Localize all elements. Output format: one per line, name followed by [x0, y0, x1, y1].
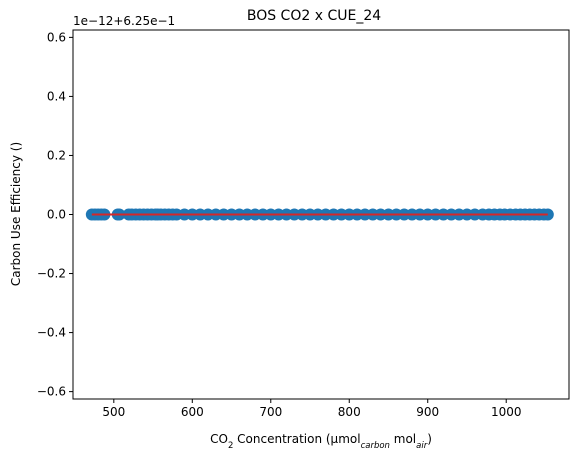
y-tick-label: −0.4: [37, 326, 66, 340]
x-tick-label: 500: [102, 405, 125, 419]
y-tick-label: −0.2: [37, 267, 66, 281]
xlabel-prefix: CO: [210, 432, 228, 446]
y-axis-label: Carbon Use Efficiency (): [9, 142, 23, 286]
chart-title: BOS CO2 x CUE_24: [247, 8, 381, 24]
y-axis: −0.6 −0.4 −0.2 0.0 0.2 0.4 0.6: [37, 30, 73, 399]
x-axis-label: CO2 Concentration (µmolcarbon molair): [210, 432, 432, 451]
xlabel-sub1: 2: [228, 441, 233, 451]
xlabel-suffix: ): [427, 432, 432, 446]
x-tick-label: 600: [181, 405, 204, 419]
xlabel-sub3: air: [416, 441, 428, 451]
y-tick-label: −0.6: [37, 385, 66, 399]
y-offset-text: 1e−12+6.25e−1: [73, 14, 175, 28]
x-tick-label: 700: [259, 405, 282, 419]
xlabel-middle: Concentration (µmol: [233, 432, 360, 446]
y-tick-label: 0.4: [47, 89, 66, 103]
x-tick-label: 900: [416, 405, 439, 419]
xlabel-sub2: carbon: [361, 441, 390, 451]
x-tick-label: 1000: [491, 405, 522, 419]
y-tick-label: 0.0: [47, 208, 66, 222]
xlabel-middle2: mol: [390, 432, 416, 446]
x-axis: 500 600 700 800 900 1000: [102, 399, 521, 419]
plot-area: [85, 208, 554, 221]
y-tick-label: 0.2: [47, 148, 66, 162]
y-tick-label: 0.6: [47, 30, 66, 44]
x-tick-label: 800: [338, 405, 361, 419]
